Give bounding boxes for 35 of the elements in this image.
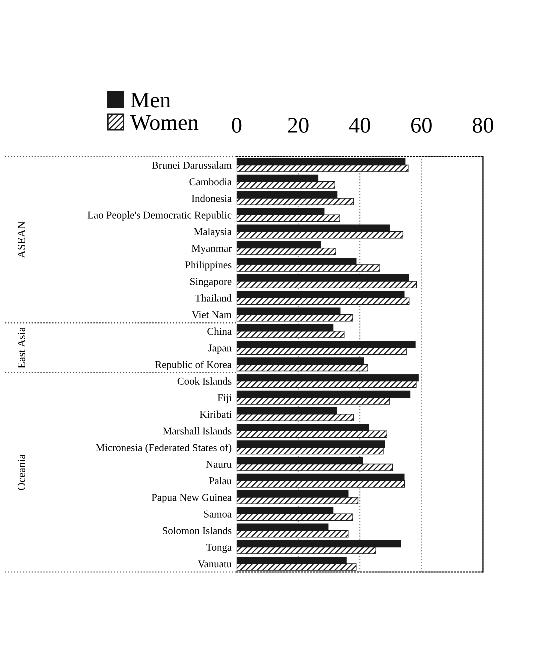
y-tick-label: Micronesia (Federated States of) — [96, 444, 232, 454]
y-tick-label: Brunei Darussalam — [152, 162, 232, 169]
y-tick-label: Vanuatu — [198, 560, 232, 568]
y-tick-label: Cook Islands — [178, 378, 232, 385]
y-tick-label: Thailand — [195, 294, 232, 302]
y-tick-label: Tonga — [206, 544, 232, 554]
x-tick-label: 60 — [411, 118, 432, 133]
text: East Asia — [18, 327, 26, 369]
y-tick-label: Nauru — [206, 461, 232, 468]
legend-label: Women — [130, 115, 199, 130]
y-tick-label: Cambodia — [190, 178, 232, 186]
y-tick-label: Republic of Korea — [155, 360, 232, 370]
y-tick-label: Papua New Guinea — [152, 494, 232, 504]
y-tick-label: Palau — [209, 477, 232, 485]
y-tick-label: Kiribati — [200, 410, 232, 418]
y-tick-label: Singapore — [190, 278, 232, 288]
y-tick-label: Marshall Islands — [163, 427, 232, 435]
x-tick-label: 0 — [232, 118, 242, 133]
y-tick-label: Samoa — [204, 510, 232, 518]
legend-label: Men — [131, 92, 171, 108]
y-tick-label: Malaysia — [194, 228, 232, 238]
y-tick-label: Fiji — [218, 394, 232, 404]
y-tick-label: China — [208, 328, 232, 336]
text: ASEAN — [18, 222, 26, 258]
y-tick-label: Solomon Islands — [163, 527, 232, 534]
x-tick-label: 20 — [288, 118, 309, 133]
y-tick-label: Myanmar — [192, 245, 232, 254]
y-tick-label: Viet Nam — [192, 311, 232, 319]
y-tick-label: Indonesia — [192, 194, 232, 202]
text: Oceania — [18, 454, 26, 490]
y-tick-label: Lao People's Democratic Republic — [88, 211, 232, 221]
y-tick-label: Japan — [208, 344, 232, 354]
x-tick-label: 40 — [349, 118, 370, 133]
x-tick-label: 80 — [472, 118, 494, 133]
y-tick-label: Philippines — [185, 261, 232, 271]
